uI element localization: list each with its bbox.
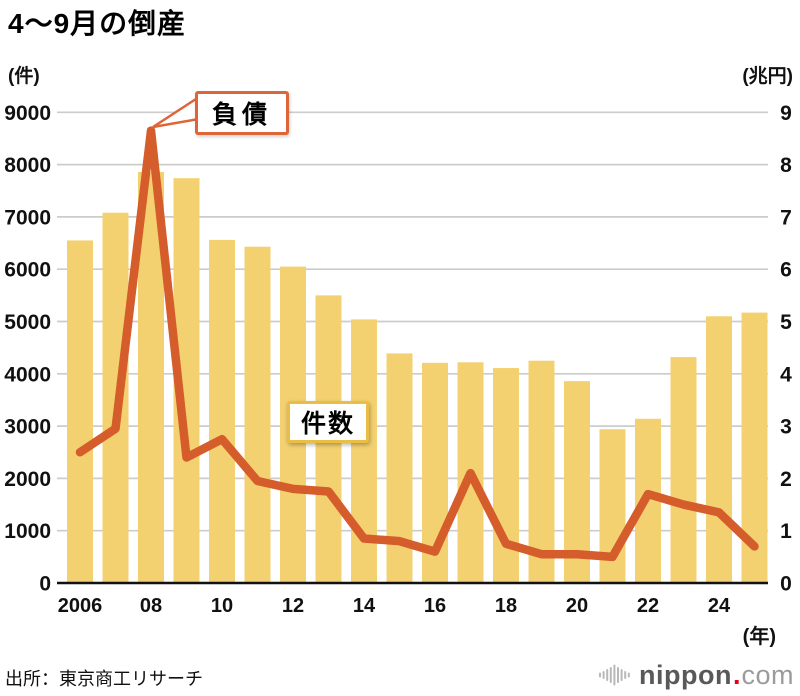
soundwave-bar	[617, 667, 619, 683]
right-y-tick-label: 3	[780, 416, 792, 439]
bar-2018	[493, 368, 519, 583]
x-tick-label: 16	[424, 595, 446, 617]
callout-pointer	[152, 94, 201, 129]
soundwave-bar	[624, 671, 627, 679]
bar-2019	[528, 360, 555, 583]
combo-chart-plot: 0100020003000400050006000700080009000012…	[4, 94, 792, 617]
right-y-tick-label: 2	[780, 468, 792, 491]
bar-2006	[67, 240, 93, 583]
bar-2010	[209, 239, 235, 584]
soundwave-bar	[606, 669, 609, 681]
left-y-tick-label: 1000	[4, 520, 51, 543]
line-series-label: 負債	[211, 101, 272, 129]
bar-2016	[422, 362, 448, 583]
right-y-tick-label: 5	[780, 311, 792, 334]
right-y-tick-label: 8	[780, 154, 792, 177]
x-tick-label: 12	[282, 595, 304, 617]
bar-2025	[741, 312, 768, 583]
bar-2017	[457, 362, 484, 583]
soundwave-icon	[599, 664, 630, 686]
right-y-tick-label: 1	[780, 520, 792, 543]
right-y-tick-label: 0	[780, 573, 792, 596]
right-y-tick-label: 6	[780, 259, 792, 282]
left-axis-unit: (件)	[8, 66, 40, 87]
soundwave-bar	[627, 672, 630, 678]
bar-2014	[351, 319, 377, 583]
left-y-tick-label: 2000	[4, 468, 51, 491]
right-y-tick-label: 7	[780, 206, 792, 229]
source-note: 出所：東京商工リサーチ	[5, 669, 203, 689]
page-title: 4〜9月の倒産	[8, 8, 187, 39]
x-tick-label: 22	[637, 595, 659, 617]
left-y-tick-label: 6000	[4, 259, 51, 282]
left-y-tick-label: 9000	[4, 102, 51, 125]
bar-2021	[599, 429, 626, 583]
bar-2007	[102, 212, 129, 583]
soundwave-bar	[609, 667, 612, 683]
right-axis-unit: (兆円)	[742, 66, 793, 87]
right-y-tick-label: 9	[780, 102, 792, 125]
x-tick-label: 18	[495, 595, 517, 617]
left-y-tick-label: 3000	[4, 416, 51, 439]
bar-2015	[386, 353, 413, 583]
bar-2022	[635, 418, 661, 583]
right-y-tick-label: 4	[780, 363, 792, 386]
left-y-tick-label: 4000	[4, 363, 51, 386]
left-y-tick-label: 5000	[4, 311, 51, 334]
soundwave-bar	[602, 671, 605, 679]
x-tick-label: 08	[140, 595, 162, 617]
bar-2020	[564, 381, 590, 583]
logo-brand-text: nippon	[639, 659, 732, 690]
soundwave-bar	[620, 669, 623, 681]
bar-2008	[138, 171, 164, 583]
left-y-tick-label: 0	[39, 573, 51, 596]
x-tick-label: 10	[211, 595, 233, 617]
bar-series-label: 件数	[300, 410, 355, 438]
x-tick-label: 24	[708, 595, 731, 617]
bar-series-callout: 件数	[287, 401, 369, 443]
logo-suffix-text: com	[741, 659, 794, 690]
x-tick-label: 14	[353, 595, 376, 617]
bar-2023	[670, 357, 697, 583]
logo-dot: .	[732, 659, 741, 690]
left-y-tick-label: 7000	[4, 206, 51, 229]
bar-2009	[173, 178, 200, 583]
nippon-logo: nippon . com	[598, 657, 794, 693]
bar-2011	[244, 246, 271, 583]
liabilities-line	[75, 126, 759, 562]
x-tick-label: 20	[566, 595, 588, 617]
soundwave-bar	[599, 672, 601, 678]
x-axis-unit: (年)	[742, 626, 776, 648]
x-tick-label: 2006	[58, 595, 103, 617]
soundwave-bar	[613, 664, 616, 686]
left-y-tick-label: 8000	[4, 154, 51, 177]
bar-2024	[706, 316, 732, 583]
line-series-callout: 負債	[195, 91, 289, 135]
